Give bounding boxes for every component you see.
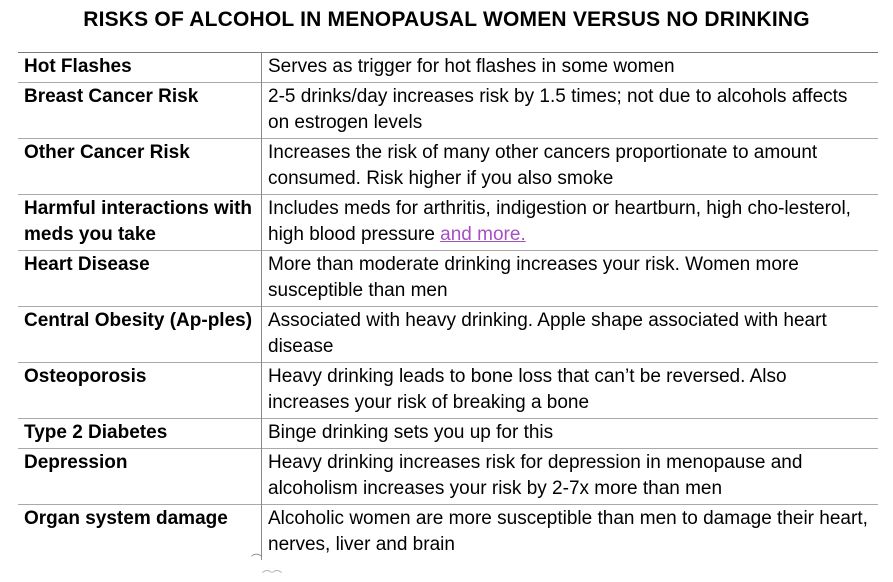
risk-name: Type 2 Diabetes <box>18 418 262 449</box>
risk-description: Heavy drinking increases risk for depres… <box>261 448 878 505</box>
page-title: RISKS OF ALCOHOL IN MENOPAUSAL WOMEN VER… <box>83 8 810 31</box>
risks-table: Hot Flashes Serves as trigger for hot fl… <box>18 52 878 560</box>
risk-description: More than moderate drinking increases yo… <box>261 250 878 307</box>
table-row: Heart Disease More than moderate drinkin… <box>18 250 878 307</box>
risk-name: Breast Cancer Risk <box>18 82 262 139</box>
risk-description: Alcoholic women are more susceptible tha… <box>261 504 878 560</box>
risk-name: Heart Disease <box>18 250 262 307</box>
table-row: Organ system damage Alcoholic women are … <box>18 504 878 560</box>
risk-name: Central Obesity (Ap-ples) <box>18 306 262 363</box>
and-more-link[interactable]: and more. <box>440 224 526 245</box>
risk-name: Other Cancer Risk <box>18 138 262 195</box>
risk-description: Increases the risk of many other cancers… <box>261 138 878 195</box>
risk-name: Hot Flashes <box>18 52 262 83</box>
table-row: Other Cancer Risk Increases the risk of … <box>18 138 878 195</box>
table-row: Type 2 Diabetes Binge drinking sets you … <box>18 418 878 449</box>
table-row: Central Obesity (Ap-ples) Associated wit… <box>18 306 878 363</box>
risk-description: Includes meds for arthritis, indigestion… <box>268 198 851 245</box>
risk-name: Depression <box>18 448 262 505</box>
risk-description-with-link: Includes meds for arthritis, indigestion… <box>261 194 878 251</box>
risk-name: Osteoporosis <box>18 362 262 419</box>
table-row: Osteoporosis Heavy drinking leads to bon… <box>18 362 878 419</box>
table-row: Depression Heavy drinking increases risk… <box>18 448 878 505</box>
table-row: Breast Cancer Risk 2-5 drinks/day increa… <box>18 82 878 139</box>
risk-description: Binge drinking sets you up for this <box>261 418 878 449</box>
table-row: Harmful interactions with meds you take … <box>18 194 878 251</box>
risk-description: 2-5 drinks/day increases risk by 1.5 tim… <box>261 82 878 139</box>
resize-handle-icon[interactable]: ⌒ <box>251 554 262 566</box>
risk-name: Organ system damage <box>18 504 262 560</box>
text-cursor-handle-icon: ⌒⌒ <box>262 571 282 582</box>
risk-description: Associated with heavy drinking. Apple sh… <box>261 306 878 363</box>
table-row: Hot Flashes Serves as trigger for hot fl… <box>18 52 878 83</box>
risk-description: Serves as trigger for hot flashes in som… <box>261 52 878 83</box>
risk-name: Harmful interactions with meds you take <box>18 194 262 251</box>
risk-description: Heavy drinking leads to bone loss that c… <box>261 362 878 419</box>
